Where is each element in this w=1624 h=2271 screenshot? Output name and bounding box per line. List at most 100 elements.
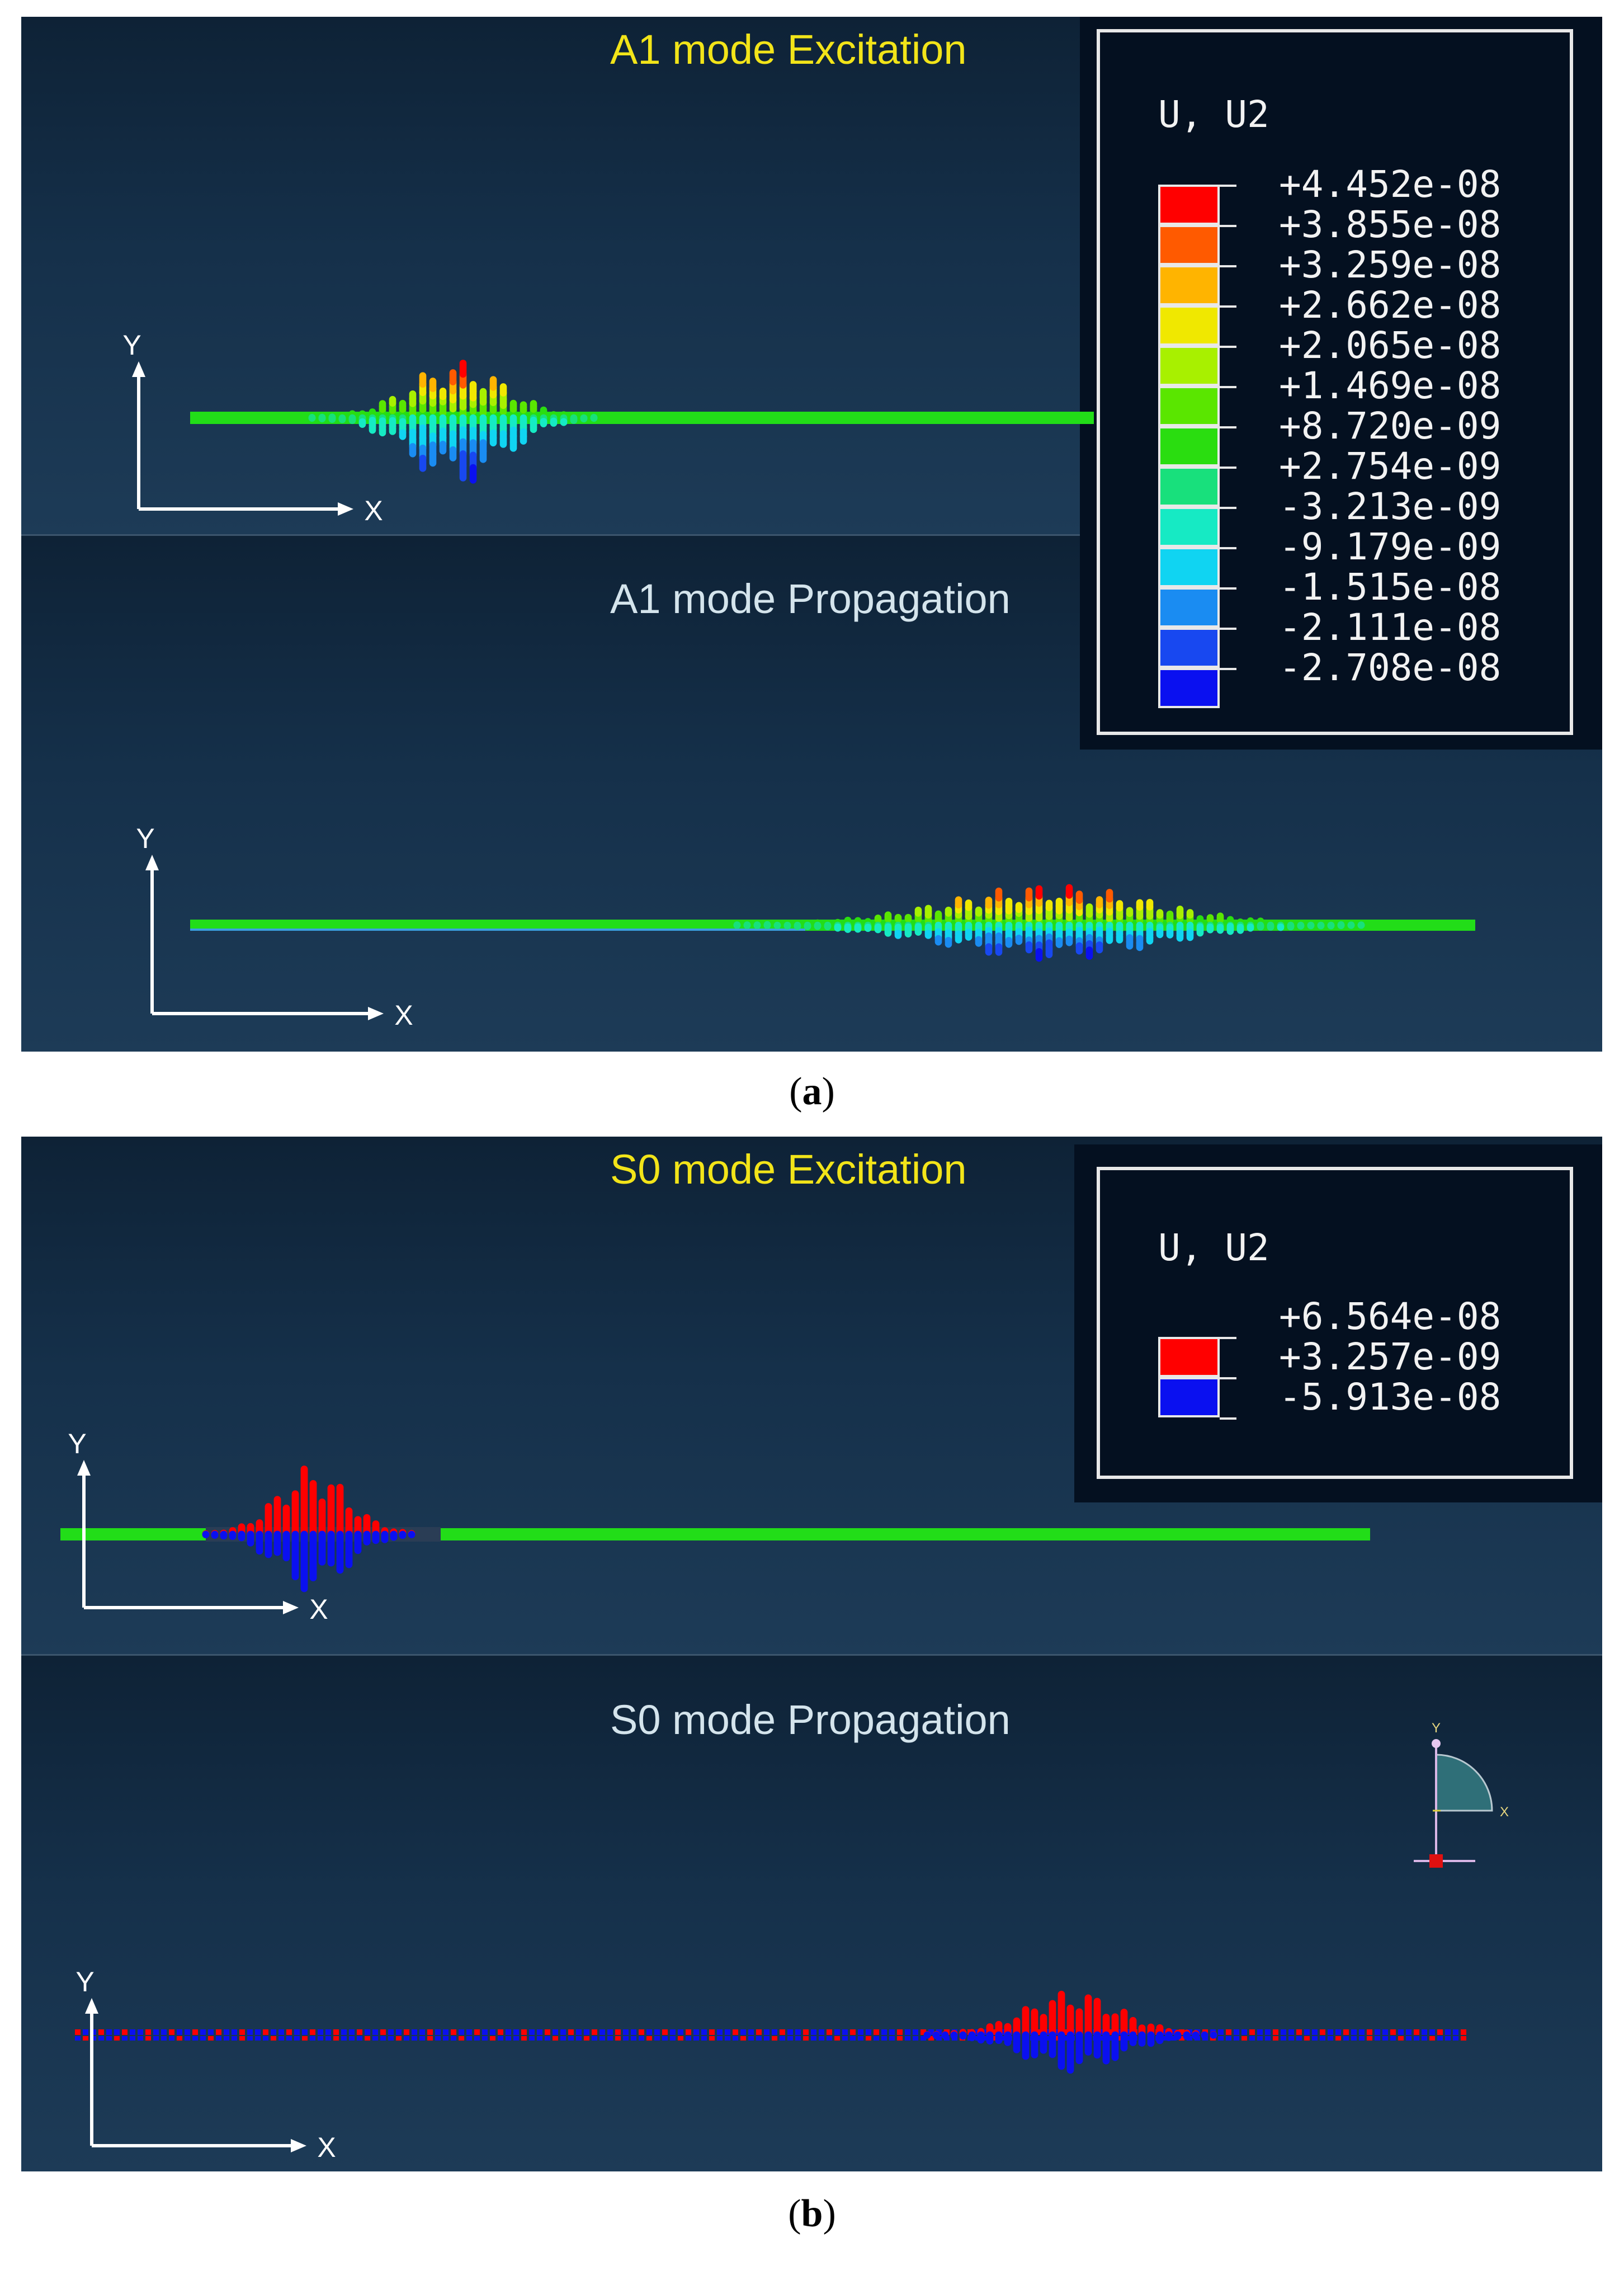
- b-propagation-plate-dot: [717, 2036, 723, 2041]
- b-propagation-axes-y-arrow: [85, 1998, 98, 2014]
- b-propagation-plate-dot: [106, 2036, 112, 2041]
- b-propagation-plate-dot: [780, 2029, 785, 2035]
- b-propagation-plate-dot: [1343, 2036, 1349, 2041]
- legend-b-scale: +6.564e-08 +3.257e-09 -5.913e-08: [1100, 1297, 1570, 1445]
- b-propagation-plate-dot: [372, 2036, 378, 2041]
- b-propagation-plate-dot: [748, 2029, 754, 2035]
- b-propagation-plate-dot: [1171, 2036, 1177, 2041]
- legend-b-value-0: +6.564e-08: [1279, 1295, 1502, 1338]
- panel-b-plot: Y X Y X Y X: [60, 1428, 1509, 2163]
- b-propagation-axes-y-label: Y: [75, 1966, 94, 1997]
- b-propagation-plate-dot: [1179, 2036, 1184, 2041]
- b-propagation-plate-dot: [459, 2036, 464, 2041]
- b-propagation-plate-dot: [1265, 2036, 1271, 2041]
- b-propagation-plate-dot: [521, 2036, 527, 2041]
- b-propagation-plate-dot: [874, 2036, 879, 2041]
- b-propagation-plate-dot: [372, 2029, 378, 2035]
- b-propagation-plate-dot: [506, 2029, 511, 2035]
- b-propagation-plate-dot: [419, 2036, 425, 2041]
- b-propagation-plate-dot: [850, 2036, 856, 2041]
- b-propagation-plate-dot: [709, 2036, 715, 2041]
- legend-a-tick-10: [1220, 587, 1236, 590]
- b-propagation-plate-dot: [1343, 2029, 1349, 2035]
- b-propagation-plate-dot: [1234, 2029, 1239, 2035]
- b-excitation-axes-y-label: Y: [68, 1428, 86, 1459]
- b-propagation-plate-dot: [623, 2036, 629, 2041]
- b-propagation-plate-dot: [1296, 2036, 1302, 2041]
- b-propagation-plate-dot: [717, 2029, 723, 2035]
- b-propagation-plate-dot: [380, 2029, 386, 2035]
- b-propagation-plate-dot: [670, 2029, 676, 2035]
- b-propagation-plate-dot: [1116, 2036, 1122, 2041]
- b-propagation-plate-dot: [568, 2029, 574, 2035]
- b-propagation-plate-dot: [693, 2036, 699, 2041]
- b-propagation-plate-dot: [545, 2029, 550, 2035]
- legend-b-swatch-1: [1158, 1377, 1220, 1417]
- b-propagation-plate-dot: [130, 2036, 135, 2041]
- b-propagation-plate-dot: [1367, 2036, 1372, 2041]
- b-propagation-plate-dot: [709, 2029, 715, 2035]
- b-propagation-plate-dot: [905, 2036, 910, 2041]
- caption-a: (a): [789, 1070, 835, 1113]
- b-propagation-plate-dot: [576, 2036, 582, 2041]
- b-propagation-plate-dot: [427, 2036, 433, 2041]
- b-propagation-plate-dot: [1445, 2036, 1451, 2041]
- b-propagation-plate-dot: [161, 2029, 167, 2035]
- b-propagation-plate-dot: [380, 2036, 386, 2041]
- b-propagation-plate-dot: [795, 2029, 801, 2035]
- b-propagation-plate-dot: [459, 2029, 464, 2035]
- b-propagation-plate-dot: [1453, 2029, 1458, 2035]
- legend-a-tick-5: [1220, 386, 1236, 388]
- b-propagation-plate-dot: [506, 2036, 511, 2041]
- b-propagation-plate-dot: [811, 2029, 816, 2035]
- b-propagation-plate-dot: [607, 2029, 613, 2035]
- b-propagation-plate-dot: [1241, 2036, 1247, 2041]
- b-propagation-plate-dot: [819, 2036, 824, 2041]
- b-propagation-plate-dot: [302, 2036, 308, 2041]
- caption-b: (b): [788, 2192, 836, 2235]
- b-propagation-plate-dot: [114, 2029, 120, 2035]
- b-propagation-plate-dot: [333, 2029, 339, 2035]
- b-propagation-plate-dot: [224, 2029, 229, 2035]
- a-propagation-axes-y-label: Y: [136, 823, 154, 854]
- b-propagation-plate-dot: [1312, 2029, 1318, 2035]
- b-propagation-plate-dot: [1179, 2029, 1184, 2035]
- b-propagation-plate-dot: [130, 2029, 135, 2035]
- b-propagation-plate-dot: [466, 2036, 472, 2041]
- b-propagation-plate-dot: [631, 2036, 636, 2041]
- b-propagation-plate-dot: [1351, 2036, 1357, 2041]
- b-propagation-plate-dot: [1249, 2036, 1255, 2041]
- b-propagation-plate-dot: [1382, 2029, 1388, 2035]
- b-propagation-plate-dot: [733, 2036, 738, 2041]
- b-propagation-plate-dot: [1382, 2036, 1388, 2041]
- legend-a-tick-3: [1220, 305, 1236, 308]
- b-propagation-plate-dot: [1422, 2036, 1427, 2041]
- b-propagation-plate-dot: [263, 2036, 268, 2041]
- b-propagation-plate-dot: [294, 2029, 300, 2035]
- b-propagation-plate-dot: [232, 2029, 237, 2035]
- triad-origin: [1429, 1854, 1443, 1868]
- s0-propagation-title: S0 mode Propagation: [610, 1697, 1011, 1743]
- b-propagation-plate-dot: [1375, 2029, 1380, 2035]
- a-propagation-axes-x-label: X: [394, 1000, 413, 1031]
- b-propagation-plate-dot: [145, 2029, 151, 2035]
- legend-a-tick-2: [1220, 265, 1236, 267]
- b-propagation-plate-dot: [764, 2036, 769, 2041]
- b-propagation-plate-dot: [756, 2029, 762, 2035]
- b-propagation-plate-dot: [607, 2036, 613, 2041]
- b-propagation-plate-dot: [325, 2036, 331, 2041]
- b-propagation-plate-dot: [482, 2029, 488, 2035]
- b-propagation-plate-dot: [318, 2029, 323, 2035]
- b-propagation-plate-dot: [232, 2036, 237, 2041]
- b-excitation-axes-y-arrow: [77, 1460, 91, 1476]
- b-propagation-plate-dot: [294, 2036, 300, 2041]
- b-propagation-plate-dot: [114, 2036, 120, 2041]
- legend-b-value-2: -5.913e-08: [1279, 1375, 1502, 1419]
- legend-a-tick-11: [1220, 628, 1236, 630]
- b-propagation-plate-dot: [889, 2036, 895, 2041]
- legend-a-swatch-6: [1158, 426, 1220, 467]
- b-propagation-plate-dot: [1406, 2036, 1411, 2041]
- b-propagation-plate-dot: [983, 2036, 989, 2041]
- b-propagation-plate-dot: [1445, 2029, 1451, 2035]
- panel-b-propagation-view: [21, 1656, 1602, 2171]
